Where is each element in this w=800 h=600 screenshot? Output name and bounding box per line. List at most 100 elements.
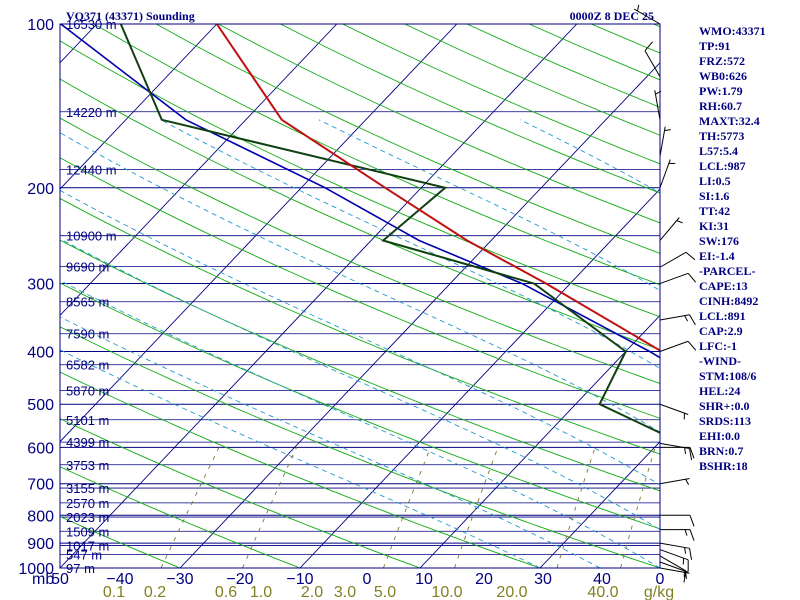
height-label: 2570 m [66,496,109,511]
index-item: TT:42 [699,204,731,218]
height-label: 9690 m [66,259,109,274]
index-item: KI:31 [699,219,729,233]
pressure-unit-label: mb [32,571,54,588]
wind-barb [659,272,697,285]
dry-adiabat-line [155,24,660,254]
mixing-ratio-line [556,447,596,568]
index-item: SHR+:0.0 [699,399,750,413]
station-title: VQ371 (43371) Sounding [66,9,195,23]
temperature-trace [215,24,660,352]
index-item: EHI:0.0 [699,429,741,443]
observation-time: 0000Z 8 DEC 25 [570,9,654,23]
wind-barb [659,340,697,352]
isotherm-line [60,24,338,317]
mixing-ratio-label: 5.0 [374,584,396,600]
wind-barb [633,4,661,25]
dry-adiabat-line [60,466,302,568]
height-label: 2023 m [66,510,109,525]
height-label: 3155 m [66,481,109,496]
height-label: 6582 m [66,358,109,373]
dry-adiabat-line [60,117,660,385]
mixing-ratio-label: 3.0 [334,584,356,600]
mixing-ratio-label: 20.0 [496,584,527,600]
wind-barb [659,555,687,583]
wind-barb [659,542,693,560]
isotherm-line [60,24,578,568]
index-item: LCL:891 [699,309,746,323]
wind-barb [660,529,695,541]
index-item: CAP:2.9 [699,324,743,338]
index-item: TH:5773 [699,129,745,143]
wind-barb [659,314,696,326]
pressure-tick-label: 1000 [18,561,54,578]
parcel-trace [60,24,660,359]
sounding-indices-panel: WMO:43371 TP:91 FRZ:572 WB0:626 PW:1.79 RH:60… [699,24,766,474]
index-item: LFC:-1 [699,339,737,353]
temperature-tick-label: 30 [534,571,552,588]
pressure-tick-label: 400 [27,345,54,362]
index-item: SW:176 [699,234,740,248]
index-item: SI:1.6 [699,189,730,203]
index-item: BRN:0.7 [699,444,744,458]
moist-adiabat-line [60,132,660,433]
moist-adiabat-line [60,279,660,568]
index-item: PW:1.79 [699,84,743,98]
isotherm-line [60,24,218,190]
dry-adiabat-line [60,78,660,351]
height-label: 5101 m [66,413,109,428]
wind-barb [659,561,689,578]
mixing-ratio-line [454,447,499,568]
mixing-ratio-label: 0.1 [103,584,125,600]
height-label: 10900 m [66,229,117,244]
temperature-tick-label: −40 [106,571,133,588]
wind-barb [660,514,695,527]
index-item: -PARCEL- [699,264,756,278]
mixing-ratio-label: 0.6 [215,584,237,600]
index-item: LI:0.5 [699,174,731,188]
pressure-tick-label: 100 [27,17,54,34]
temperature-tick-label: 20 [475,571,493,588]
mixing-ratio-label: 10.0 [431,584,462,600]
index-item: HEL:24 [699,384,741,398]
dry-adiabat-line [60,516,182,568]
index-item: CINH:8492 [699,294,759,308]
wind-barb [659,403,689,420]
sounding-profiles [60,24,660,434]
pressure-tick-label: 900 [27,536,54,553]
index-item: -WIND- [699,354,741,368]
dry-adiabat-line [93,24,660,286]
isotherm-line [299,188,660,568]
dry-adiabat-line [60,157,660,419]
wind-barb [659,478,690,486]
mixing-ratio-label: 1.0 [250,584,272,600]
isotherm-line [179,62,660,568]
index-item: EI:-1.4 [699,249,735,263]
wind-barb [659,251,696,268]
height-label: 5870 m [66,384,109,399]
dry-adiabat-line [60,239,660,492]
mixing-ratio-unit-label: g/kg [644,584,674,600]
temperature-tick-label: −30 [166,571,193,588]
height-label: 547 m [66,548,102,563]
index-item: L57:5.4 [699,144,738,158]
height-label: 12440 m [66,162,117,177]
index-item: MAXT:32.4 [699,114,760,128]
pressure-tick-label: 700 [27,477,54,494]
mixing-ratio-label: 2.0 [301,584,323,600]
pressure-tick-label: 800 [27,508,54,525]
index-item: CAPE:13 [699,279,748,293]
isotherm-line [60,24,458,443]
dry-adiabat-line [60,197,660,455]
height-label: 3753 m [66,458,109,473]
height-label: 4399 m [66,435,109,450]
dewpoint-trace [119,24,660,434]
wind-barb [659,549,689,572]
background-grid [60,24,660,568]
index-item: FRZ:572 [699,54,745,68]
isotherm-line [539,441,660,568]
index-item: WB0:626 [699,69,747,83]
mixing-ratio-line [382,447,432,568]
